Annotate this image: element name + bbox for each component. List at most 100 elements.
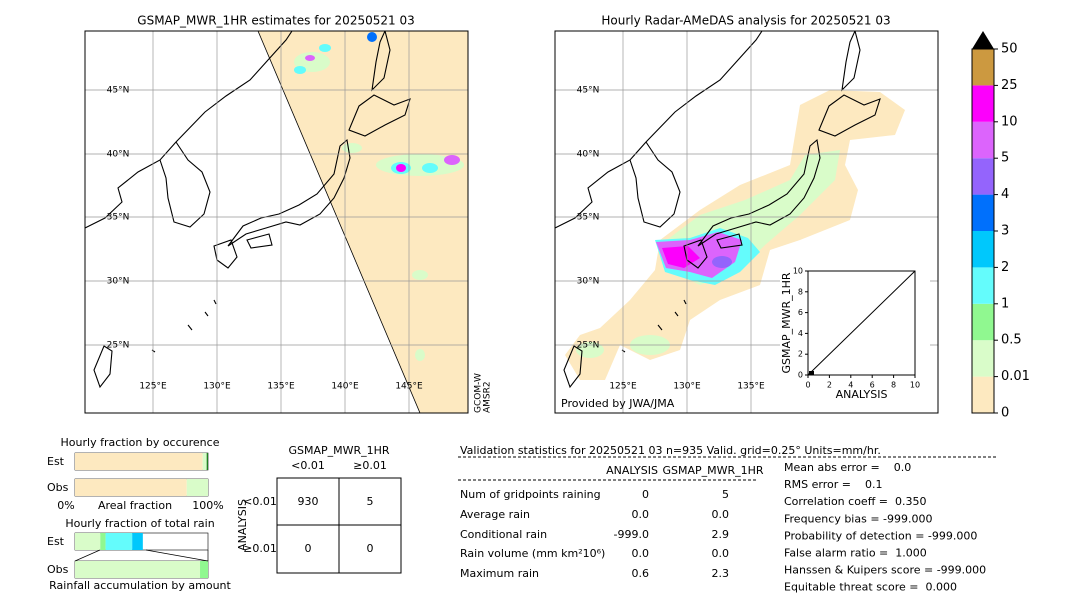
lat-label: 45°N	[577, 86, 600, 96]
stat-value: 2.9	[712, 528, 730, 541]
colorbar-segment	[972, 303, 994, 341]
col-header: GSMAP_MWR_1HR	[662, 464, 763, 477]
fraction-segment	[75, 561, 201, 578]
row-label: Est	[47, 455, 65, 468]
score: Probability of detection = -999.000	[784, 529, 977, 542]
stats-header: Validation statistics for 20250521 03 n=…	[460, 444, 881, 457]
colorbar-segment	[972, 194, 994, 231]
colorbar-label: 10	[1001, 114, 1018, 129]
colorbar-label: 50	[1001, 42, 1018, 57]
colorbar-extend	[972, 31, 994, 49]
colorbar-segment	[972, 121, 994, 159]
colorbar-label: 0	[1001, 406, 1009, 421]
stat-label: Maximum rain	[460, 567, 539, 580]
y-tick-label: 6	[798, 308, 803, 317]
score: Hanssen & Kuipers score = -999.000	[784, 564, 986, 577]
one-to-one	[807, 270, 916, 376]
validation-stats: Validation statistics for 20250521 03 n=…	[458, 444, 996, 594]
x-tick-label: 4	[848, 381, 853, 390]
y-tick-label: 0	[798, 371, 803, 380]
panel-title: Hourly fraction of total rain	[65, 517, 214, 530]
fraction-segment	[100, 533, 106, 550]
stat-value: 0	[642, 488, 649, 501]
colorbar-frame	[971, 48, 995, 414]
fraction-segment	[75, 453, 203, 470]
y-tick-label: 2	[798, 350, 803, 359]
left-map: GSMAP_MWR_1HR estimates for 20250521 03 …	[84, 14, 493, 414]
fraction-segment	[202, 453, 207, 470]
stat-value: 2.3	[712, 567, 730, 580]
fraction-segment	[105, 533, 133, 550]
scatter-frame	[807, 270, 916, 376]
y-tick-label: 10	[793, 267, 803, 276]
colorbar-label: 1	[1001, 296, 1009, 311]
panel-caption: Rainfall accumulation by amount	[49, 579, 231, 592]
fraction-segment	[132, 533, 143, 550]
colorbar-label: 0.5	[1001, 333, 1022, 348]
lon-label: 130°E	[673, 382, 701, 392]
lon-label: 125°E	[139, 382, 167, 392]
col-label: ≥0.01	[353, 459, 387, 472]
lon-label: 135°E	[737, 382, 765, 392]
lon-label: 140°E	[331, 382, 359, 392]
colorbar: 0 0.01 0.5 1 2 3 4 5 10 25 50	[971, 31, 1030, 421]
row-label: Obs	[47, 563, 69, 576]
colorbar-label: 5	[1001, 151, 1009, 166]
stat-value: 0.0	[712, 547, 730, 560]
x-tick-label: 8	[891, 381, 896, 390]
colorbar-segment	[972, 376, 994, 413]
fraction-segment	[75, 479, 187, 496]
row-label: Est	[47, 535, 65, 548]
map-title: Hourly Radar-AMeDAS analysis for 2025052…	[601, 14, 890, 28]
stat-value: 0.6	[632, 567, 650, 580]
lat-label: 35°N	[107, 213, 130, 223]
axis-label: 100%	[192, 499, 223, 512]
colorbar-label: 2	[1001, 260, 1009, 275]
table-title: GSMAP_MWR_1HR	[288, 444, 389, 457]
stat-value: 0.0	[632, 547, 650, 560]
fraction-segment	[200, 561, 208, 578]
map-title: GSMAP_MWR_1HR estimates for 20250521 03	[137, 14, 414, 28]
stat-label: Average rain	[460, 508, 530, 521]
scatter-points	[809, 371, 814, 375]
score: Equitable threat score = 0.000	[784, 581, 957, 594]
stat-label: Conditional rain	[460, 528, 547, 541]
lat-label: 45°N	[107, 86, 130, 96]
cell: 5	[367, 495, 374, 508]
fraction-segment	[75, 533, 101, 550]
lon-label: 145°E	[395, 382, 423, 392]
score: False alarm ratio = 1.000	[784, 547, 927, 560]
sensor-note: AMSR2	[483, 381, 493, 413]
x-tick-label: 10	[910, 381, 920, 390]
stat-label: Rain volume (mm km²10⁶)	[460, 547, 605, 560]
fan-lines	[74, 549, 209, 562]
stat-label: Num of gridpoints raining	[460, 488, 601, 501]
sensor-note: GCOM-W	[474, 373, 484, 413]
x-tick-label: 2	[827, 381, 832, 390]
row-label: ≥0.01	[243, 542, 277, 555]
y-tick-label: 4	[798, 329, 803, 338]
lat-label: 25°N	[577, 341, 600, 351]
lat-label: 30°N	[577, 277, 600, 287]
score: Correlation coeff = 0.350	[784, 495, 926, 508]
colorbar-label: 4	[1001, 187, 1009, 202]
fraction-segment	[206, 453, 208, 470]
colorbar-segment	[972, 267, 994, 304]
colorbar-label: 3	[1001, 224, 1009, 239]
col-label: <0.01	[291, 459, 325, 472]
score: RMS error = 0.1	[784, 478, 882, 491]
y-tick-label: 8	[798, 287, 803, 296]
contingency-table: GSMAP_MWR_1HR<0.01 ≥0.01<0.01≥0.01ANALYSI…	[236, 444, 402, 574]
lon-label: 130°E	[203, 382, 231, 392]
colorbar-segment	[972, 49, 994, 86]
colorbar-segment	[972, 340, 994, 377]
right-map: Hourly Radar-AMeDAS analysis for 2025052…	[554, 14, 939, 414]
row-title: ANALYSIS	[236, 499, 249, 551]
x-tick-label: 6	[870, 381, 875, 390]
panel-title: Hourly fraction by occurence	[61, 436, 220, 449]
lon-label: 135°E	[267, 382, 295, 392]
score: Mean abs error = 0.0	[784, 461, 911, 474]
lat-label: 35°N	[577, 213, 600, 223]
axis-label: Areal fraction	[98, 499, 172, 512]
